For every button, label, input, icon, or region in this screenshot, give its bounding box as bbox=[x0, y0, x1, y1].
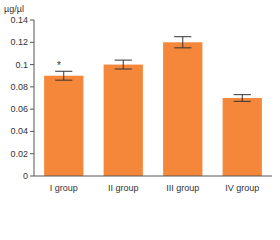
error-cap bbox=[55, 80, 72, 81]
y-tick-label: 0.1 bbox=[15, 60, 28, 70]
error-bar bbox=[115, 60, 132, 69]
error-stem bbox=[242, 95, 243, 102]
y-tick-label: 0.08 bbox=[10, 82, 28, 92]
y-axis bbox=[34, 20, 35, 176]
bars bbox=[44, 37, 262, 176]
y-tick bbox=[30, 86, 34, 87]
y-tick-label: 0.02 bbox=[10, 149, 28, 159]
error-bar bbox=[55, 71, 72, 80]
x-axis bbox=[34, 176, 272, 177]
error-bar bbox=[174, 37, 191, 48]
error-cap bbox=[174, 36, 191, 37]
error-cap bbox=[174, 47, 191, 48]
error-stem bbox=[123, 60, 124, 69]
error-cap bbox=[234, 94, 251, 95]
bar bbox=[163, 42, 202, 176]
y-tick-label: 0.14 bbox=[10, 15, 28, 25]
chart: 0 0.02 0.04 0.06 0.08 0.1 0.12 0.14µg/µl I group… bbox=[0, 0, 280, 240]
x-tick-label: I group bbox=[50, 183, 78, 193]
y-axis-label: µg/µl bbox=[4, 4, 24, 14]
x-tick-label: II group bbox=[108, 183, 139, 193]
y-tick bbox=[30, 109, 34, 110]
y-tick bbox=[30, 176, 34, 177]
error-cap bbox=[234, 101, 251, 102]
error-cap bbox=[115, 60, 132, 61]
bar bbox=[104, 65, 143, 176]
error-bar bbox=[234, 95, 251, 102]
y-tick bbox=[30, 42, 34, 43]
annotation: * bbox=[57, 60, 61, 71]
error-stem bbox=[182, 37, 183, 48]
error-cap bbox=[115, 69, 132, 70]
y-tick bbox=[30, 20, 34, 21]
y-tick-label: 0.12 bbox=[10, 37, 28, 47]
x-tick-label: IV group bbox=[225, 183, 259, 193]
y-tick-label: 0 bbox=[23, 171, 28, 181]
error-stem bbox=[63, 71, 64, 80]
bar bbox=[44, 76, 83, 176]
y-tick bbox=[30, 131, 34, 132]
x-tick-label: III group bbox=[166, 183, 199, 193]
y-tick bbox=[30, 153, 34, 154]
y-tick bbox=[30, 64, 34, 65]
bar bbox=[223, 98, 262, 176]
y-tick-label: 0.06 bbox=[10, 104, 28, 114]
y-tick-label: 0.04 bbox=[10, 126, 28, 136]
